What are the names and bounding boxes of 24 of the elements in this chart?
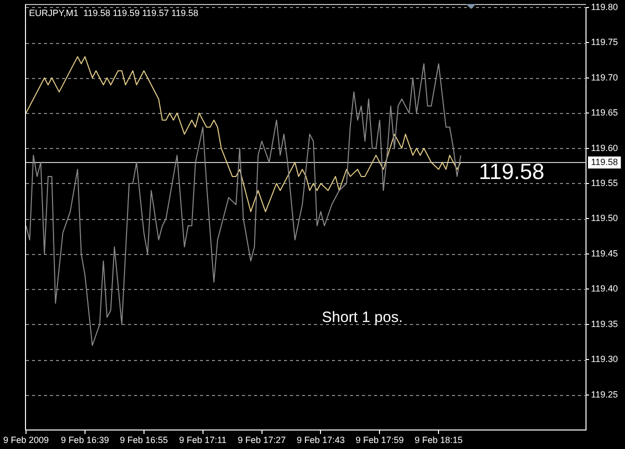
y-tick-label: 119.50 [591, 213, 618, 224]
y-tick-label: 119.65 [591, 108, 618, 118]
x-tick-label: 9 Feb 17:43 [296, 434, 345, 445]
x-tick-label: 9 Feb 17:59 [356, 434, 404, 445]
y-tick-label: 119.60 [591, 142, 618, 153]
y-tick-label: 119.80 [591, 2, 618, 12]
x-tick-label: 9 Feb 16:39 [60, 434, 109, 445]
x-tick-label: 9 Feb 17:11 [179, 434, 227, 445]
x-tick-label: 9 Feb 2009 [3, 434, 49, 445]
y-tick-label: 119.40 [591, 284, 618, 294]
chart-title: EURJPY,M1 119.58 119.59 119.57 119.58 [29, 8, 198, 18]
y-tick-label: 119.30 [591, 354, 618, 364]
annotation: Short 1 pos. [322, 309, 403, 326]
ref-line-label: 119.58 [591, 156, 618, 167]
y-tick-label: 119.25 [591, 389, 618, 400]
y-tick-label: 119.55 [591, 178, 618, 188]
y-tick-label: 119.70 [591, 72, 618, 82]
annotation: 119.58 [478, 158, 544, 184]
x-tick-label: 9 Feb 17:27 [238, 434, 286, 445]
x-tick-label: 9 Feb 16:55 [120, 434, 168, 445]
x-tick-label: 9 Feb 18:15 [414, 434, 463, 445]
y-tick-label: 119.45 [591, 248, 618, 258]
y-tick-label: 119.35 [591, 318, 618, 329]
y-tick-label: 119.75 [591, 37, 618, 48]
